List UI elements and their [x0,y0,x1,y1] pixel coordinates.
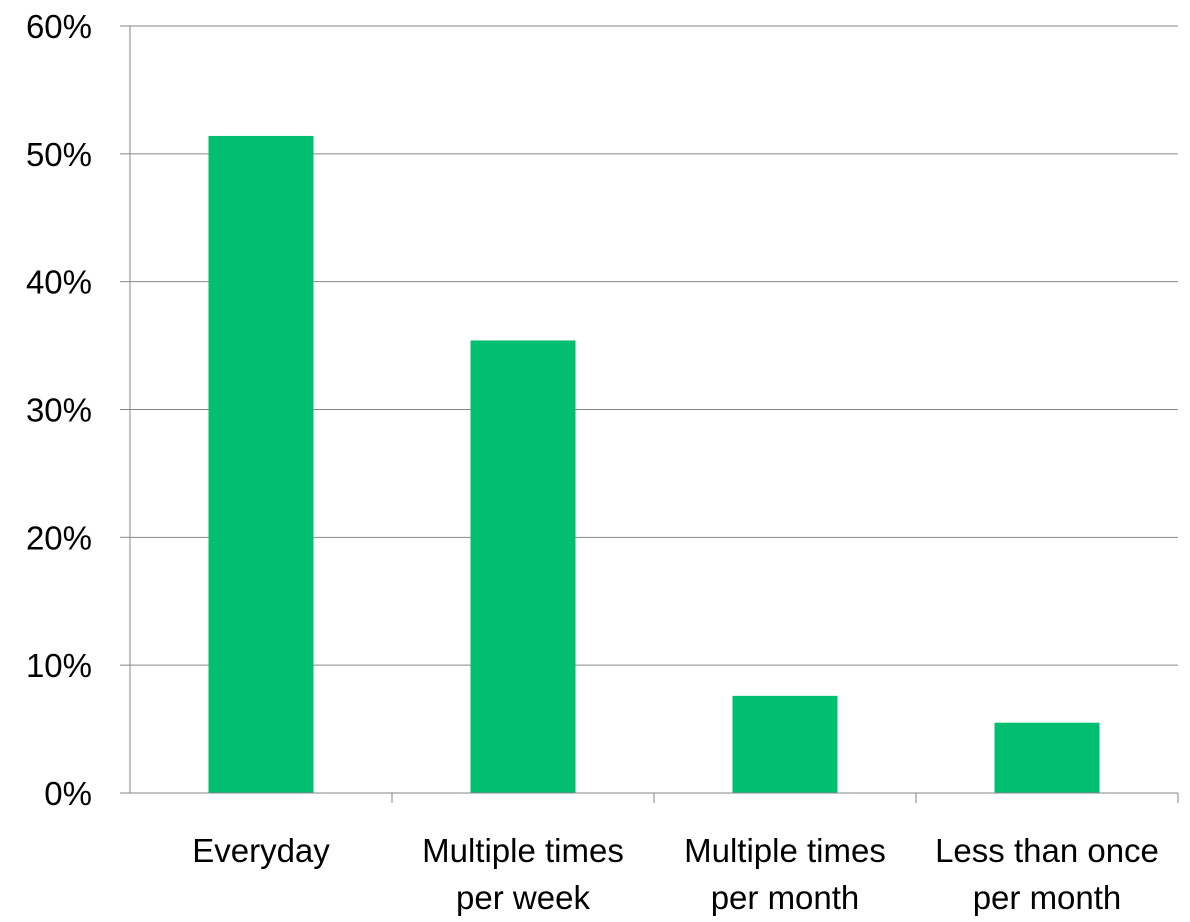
x-category-label: per week [456,879,590,916]
y-tick-label: 50% [26,136,92,173]
y-tick-label: 20% [26,519,92,556]
axes [120,25,1179,803]
y-tick-label: 0% [44,775,92,812]
bar [208,135,314,794]
x-category-label: Less than once [935,832,1159,869]
x-category-label: Multiple times [684,832,886,869]
x-category-label: per month [711,879,860,916]
x-category-label: Everyday [192,832,330,869]
bars [208,135,1100,794]
y-tick-label: 40% [26,264,92,301]
bar [994,722,1100,793]
y-tick-label: 10% [26,647,92,684]
x-category-label: per month [973,879,1122,916]
x-category-label: Multiple times [422,832,624,869]
y-tick-label: 30% [26,392,92,429]
x-axis-category-labels: Everyday Multiple times per week Multiple t… [192,832,1159,916]
y-tick-label: 60% [26,8,92,45]
bar [470,340,576,793]
bar [732,695,838,793]
y-axis-tick-labels: 0% 10% 20% 30% 40% 50% 60% [26,8,92,812]
